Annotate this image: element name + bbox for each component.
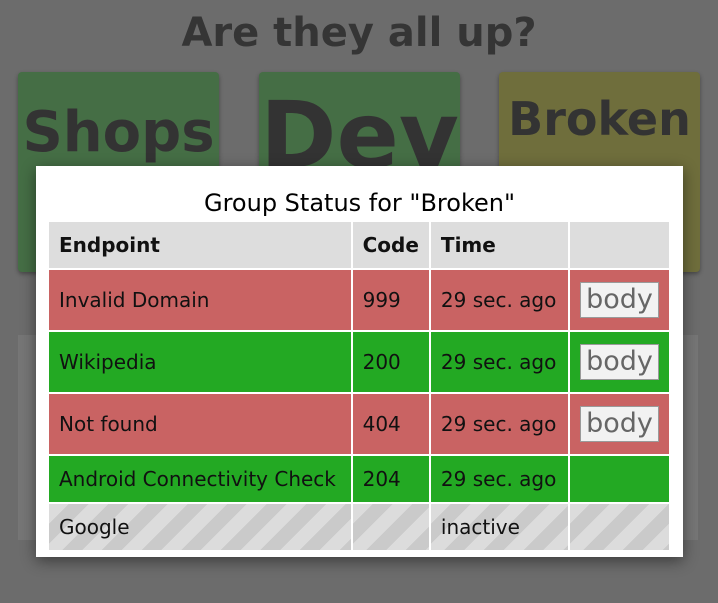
endpoint-cell: Invalid Domain (47, 268, 353, 332)
table-row: Android Connectivity Check 204 29 sec. a… (47, 454, 671, 504)
endpoint-cell: Not found (47, 392, 353, 456)
endpoint-cell: Google (47, 502, 353, 552)
group-status-modal: Group Status for "Broken" Endpoint Code … (36, 166, 683, 557)
code-cell: 200 (350, 330, 431, 394)
code-cell (350, 502, 431, 552)
time-cell: 29 sec. ago (428, 454, 571, 504)
action-cell (568, 454, 671, 504)
table-row: Invalid Domain 999 29 sec. ago body (47, 268, 671, 332)
time-cell: 29 sec. ago (428, 268, 571, 332)
column-header-action (568, 220, 671, 270)
view-body-button[interactable]: body (580, 282, 659, 318)
page-title: Are they all up? (181, 10, 537, 56)
endpoint-cell: Android Connectivity Check (47, 454, 353, 504)
group-tile-label: Broken (508, 92, 691, 146)
action-cell (568, 502, 671, 552)
action-cell: body (568, 392, 671, 456)
modal-title: Group Status for "Broken" (203, 189, 515, 217)
table-header-row: Endpoint Code Time (47, 220, 671, 270)
time-cell: 29 sec. ago (428, 392, 571, 456)
code-cell: 204 (350, 454, 431, 504)
action-cell: body (568, 268, 671, 332)
time-cell: 29 sec. ago (428, 330, 571, 394)
status-table: Endpoint Code Time Invalid Domain 999 29… (47, 220, 671, 552)
column-header-time: Time (428, 220, 571, 270)
table-row: Not found 404 29 sec. ago body (47, 392, 671, 456)
column-header-endpoint: Endpoint (47, 220, 353, 270)
table-row: Google inactive (47, 502, 671, 552)
view-body-button[interactable]: body (580, 406, 659, 442)
action-cell: body (568, 330, 671, 394)
code-cell: 999 (350, 268, 431, 332)
code-cell: 404 (350, 392, 431, 456)
table-row: Wikipedia 200 29 sec. ago body (47, 330, 671, 394)
view-body-button[interactable]: body (580, 344, 659, 380)
endpoint-cell: Wikipedia (47, 330, 353, 394)
group-tile-label: Shops (22, 100, 215, 165)
column-header-code: Code (350, 220, 431, 270)
time-cell: inactive (428, 502, 571, 552)
